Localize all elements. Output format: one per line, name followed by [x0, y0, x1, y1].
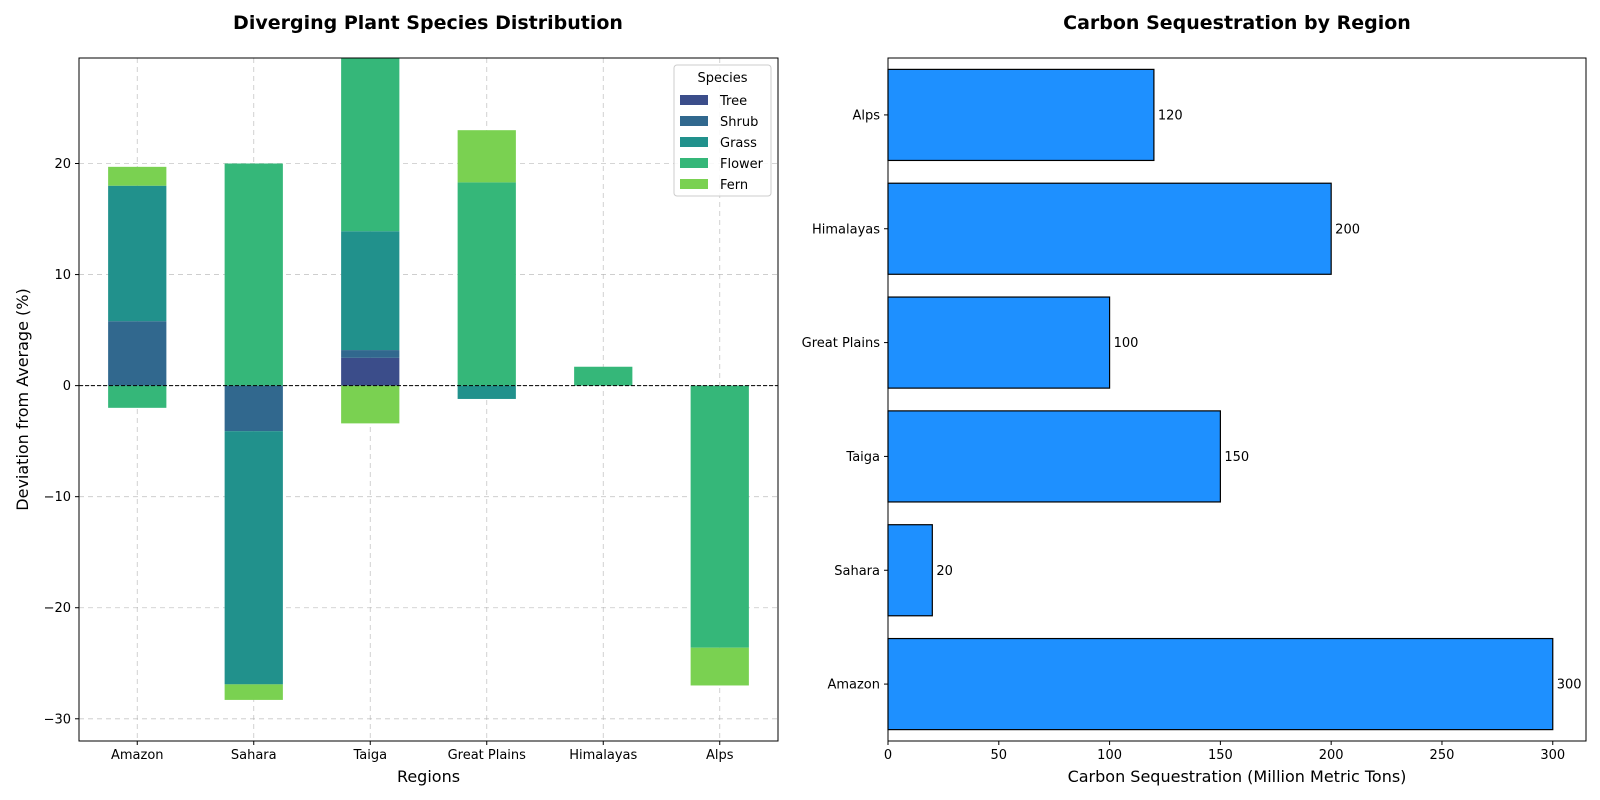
bar-segment-grass	[108, 185, 167, 322]
right-chart-title: Carbon Sequestration by Region	[1063, 12, 1411, 34]
bar-value-label: 100	[1114, 336, 1139, 351]
species-legend: Species Tree Shrub Grass Flower Fern	[673, 64, 772, 197]
y-tick-label: −20	[44, 601, 71, 616]
y-tick-label: 0	[63, 379, 71, 394]
x-tick-label: Sahara	[231, 748, 277, 763]
legend-swatch	[680, 116, 708, 126]
y-tick-label: Taiga	[845, 450, 880, 465]
x-tick-label: Himalayas	[569, 748, 637, 763]
y-tick-label: Alps	[852, 108, 880, 123]
carbon-bar	[887, 68, 1155, 162]
carbon-bar	[887, 182, 1332, 275]
bar-segment-fern	[108, 166, 167, 186]
x-tick-label: 150	[1208, 748, 1233, 763]
carbon-sequestration-chart: Carbon Sequestration by Region 300 20 150 1…	[802, 12, 1587, 786]
bar-value-label: 200	[1335, 222, 1360, 237]
carbon-bar	[887, 410, 1221, 503]
legend-entry: Flower	[720, 157, 764, 172]
left-y-axis-label: Deviation from Average (%)	[13, 288, 32, 510]
right-x-axis-label: Carbon Sequestration (Million Metric Ton…	[1068, 767, 1407, 786]
y-tick-label: Sahara	[834, 564, 880, 579]
bar-segment-grass	[224, 431, 283, 685]
bar-segment-shrub	[108, 321, 167, 386]
y-tick-label: 10	[54, 268, 71, 283]
bar-value-label: 20	[936, 564, 953, 579]
y-tick-label: Himalayas	[812, 222, 880, 237]
x-tick-label: 0	[884, 748, 892, 763]
bar-value-label: 120	[1158, 108, 1183, 123]
bar-segment-flower	[690, 385, 749, 648]
legend-swatch	[680, 137, 708, 147]
bar-value-label: 300	[1557, 678, 1582, 693]
bar-segment-fern	[341, 385, 400, 424]
legend-swatch	[680, 95, 708, 105]
diverging-species-chart: Diverging Plant Species Distribution Ama…	[13, 12, 779, 786]
x-tick-label: 50	[991, 748, 1008, 763]
x-tick-label: Amazon	[111, 748, 164, 763]
bar-segment-shrub	[341, 350, 400, 358]
x-tick-label: Taiga	[352, 748, 387, 763]
left-bars	[108, 58, 749, 700]
legend-entry: Shrub	[720, 115, 758, 130]
y-tick-label: −10	[44, 490, 71, 505]
bar-segment-shrub	[224, 385, 283, 432]
bar-segment-flower	[574, 366, 633, 386]
left-plot-frame	[78, 57, 779, 742]
bar-segment-tree	[341, 357, 400, 386]
legend-entry: Tree	[719, 94, 747, 109]
y-tick-label: Great Plains	[802, 336, 881, 351]
bar-segment-fern	[457, 130, 516, 183]
carbon-bar	[887, 296, 1111, 389]
bar-segment-flower	[108, 385, 167, 408]
bar-segment-flower	[341, 58, 400, 232]
left-grid	[79, 58, 778, 741]
left-x-axis-label: Regions	[397, 767, 460, 786]
left-ticks: Amazon Sahara Taiga Great Plains Himalayas Al…	[44, 157, 734, 763]
bar-segment-grass	[341, 231, 400, 351]
bar-segment-grass	[457, 385, 516, 399]
x-tick-label: 100	[1097, 748, 1122, 763]
legend-title: Species	[697, 71, 747, 86]
x-tick-label: 250	[1430, 748, 1455, 763]
bar-segment-fern	[690, 647, 749, 686]
right-plot-frame	[887, 57, 1587, 742]
x-tick-label: 300	[1540, 748, 1565, 763]
bar-segment-fern	[224, 684, 283, 700]
y-tick-label: 20	[54, 157, 71, 172]
right-ticks: Amazon Sahara Taiga Great Plains Himalayas Al…	[802, 108, 1566, 763]
carbon-bar	[887, 524, 933, 617]
y-tick-label: Amazon	[827, 678, 880, 693]
bar-segment-flower	[457, 182, 516, 386]
x-tick-label: Alps	[706, 748, 734, 763]
right-bars: 300 20 150 100 200 120	[887, 68, 1582, 731]
bar-segment-flower	[224, 163, 283, 386]
y-tick-label: −30	[44, 712, 71, 727]
bar-value-label: 150	[1224, 450, 1249, 465]
left-chart-title: Diverging Plant Species Distribution	[233, 12, 623, 34]
legend-swatch	[680, 179, 708, 189]
legend-swatch	[680, 158, 708, 168]
carbon-bar	[887, 637, 1554, 731]
legend-entry: Grass	[720, 136, 757, 151]
x-tick-label: 200	[1319, 748, 1344, 763]
legend-entry: Fern	[720, 178, 748, 193]
x-tick-label: Great Plains	[448, 748, 527, 763]
